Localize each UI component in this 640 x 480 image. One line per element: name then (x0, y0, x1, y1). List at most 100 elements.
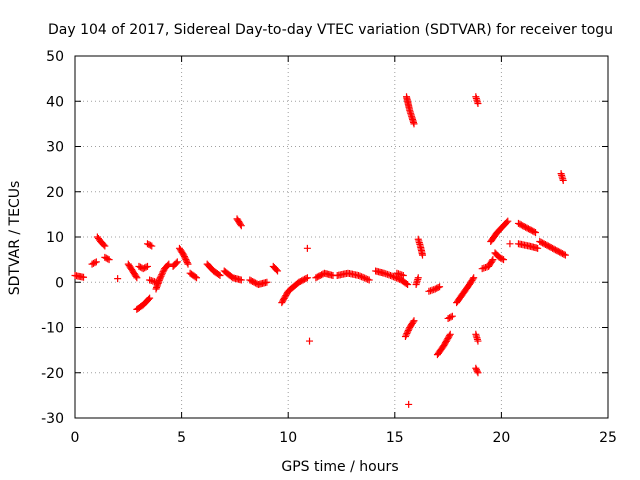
x-tick-label: 15 (386, 430, 404, 446)
data-point (405, 400, 413, 408)
data-point (133, 274, 141, 282)
data-point (362, 275, 370, 283)
data-point (364, 275, 372, 283)
x-tick-label: 0 (71, 430, 80, 446)
x-axis-label: GPS time / hours (281, 459, 398, 475)
data-point (356, 272, 364, 280)
data-point (181, 254, 189, 262)
data-point (365, 276, 373, 284)
data-point (180, 251, 188, 259)
data-point (403, 330, 411, 338)
data-point-layer (71, 93, 569, 408)
data-point (237, 222, 245, 230)
data-point (80, 273, 88, 281)
data-point (390, 273, 398, 281)
data-point (500, 256, 508, 264)
data-point (410, 317, 418, 325)
x-tick-label: 25 (599, 430, 617, 446)
data-point (114, 275, 122, 283)
data-point (488, 257, 496, 265)
data-point (91, 259, 99, 267)
data-point (489, 256, 497, 264)
data-point (402, 280, 410, 288)
y-tick-label: -30 (41, 411, 64, 427)
y-tick-label: 20 (46, 185, 64, 201)
data-point (100, 241, 108, 249)
data-point (158, 269, 166, 277)
data-point (434, 284, 442, 292)
data-point (447, 313, 455, 321)
plot-frame (74, 55, 609, 419)
data-point (404, 281, 412, 289)
data-point (361, 274, 369, 282)
data-point (104, 255, 112, 263)
data-point (498, 255, 506, 263)
data-point (474, 100, 482, 108)
x-tick-label: 5 (177, 430, 186, 446)
tick-layer (74, 55, 609, 419)
data-point (474, 337, 482, 345)
data-point (184, 260, 192, 268)
y-tick-label: -20 (41, 366, 64, 382)
data-point (156, 274, 164, 282)
data-point (158, 271, 166, 279)
data-point (146, 294, 154, 302)
data-point (448, 312, 456, 320)
data-point (530, 228, 538, 236)
data-point (193, 274, 201, 282)
data-point (445, 332, 453, 340)
data-point (146, 241, 154, 249)
grid-layer (75, 56, 608, 418)
data-point (132, 272, 140, 280)
data-point (472, 364, 480, 372)
data-point (410, 120, 418, 128)
data-point (180, 253, 188, 261)
y-axis-label: SDTVAR / TECUs (7, 181, 23, 296)
data-point (358, 273, 366, 281)
y-tick-label: 30 (46, 140, 64, 156)
data-point (561, 251, 569, 259)
data-point (404, 328, 412, 336)
data-point (534, 244, 542, 252)
data-point (165, 260, 173, 268)
data-point (532, 228, 540, 236)
data-point (274, 267, 282, 275)
data-point (436, 283, 444, 291)
data-point (387, 271, 395, 279)
data-point (473, 366, 481, 374)
data-point (215, 271, 223, 279)
data-point (143, 262, 151, 270)
data-point (173, 258, 181, 266)
data-point (159, 268, 167, 276)
chart-title: Day 104 of 2017, Sidereal Day-to-day VTE… (48, 22, 613, 38)
data-point (157, 272, 165, 280)
data-point (148, 242, 156, 250)
data-point (303, 244, 311, 252)
data-point (142, 263, 150, 271)
data-point (302, 274, 310, 282)
data-point (164, 261, 172, 269)
data-point (446, 330, 454, 338)
data-point (101, 242, 109, 250)
data-point (359, 273, 367, 281)
data-point (414, 274, 422, 282)
data-point (191, 273, 199, 281)
y-tick-label: -10 (41, 321, 64, 337)
y-tick-label: 50 (46, 49, 64, 65)
data-point (474, 369, 482, 377)
data-point (391, 273, 399, 281)
data-point (236, 220, 244, 228)
y-tick-label: 0 (55, 275, 64, 291)
x-tick-label: 20 (492, 430, 510, 446)
data-point (216, 271, 224, 279)
data-point (145, 295, 153, 303)
data-point (399, 271, 407, 279)
data-point (506, 240, 514, 248)
data-point (560, 250, 568, 258)
data-point (402, 331, 410, 339)
data-point (388, 272, 396, 280)
y-tick-label: 10 (46, 230, 64, 246)
data-point (105, 256, 113, 264)
data-point (470, 274, 478, 282)
